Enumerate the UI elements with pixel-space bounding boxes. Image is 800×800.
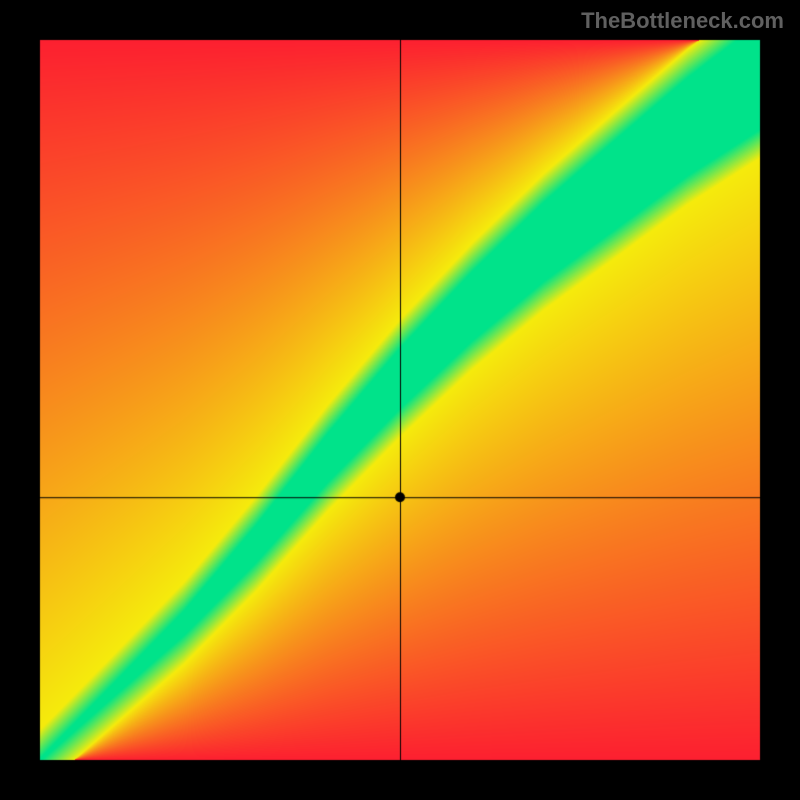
chart-container: TheBottleneck.com <box>0 0 800 800</box>
watermark-text: TheBottleneck.com <box>581 8 784 34</box>
heatmap-canvas <box>0 0 800 800</box>
